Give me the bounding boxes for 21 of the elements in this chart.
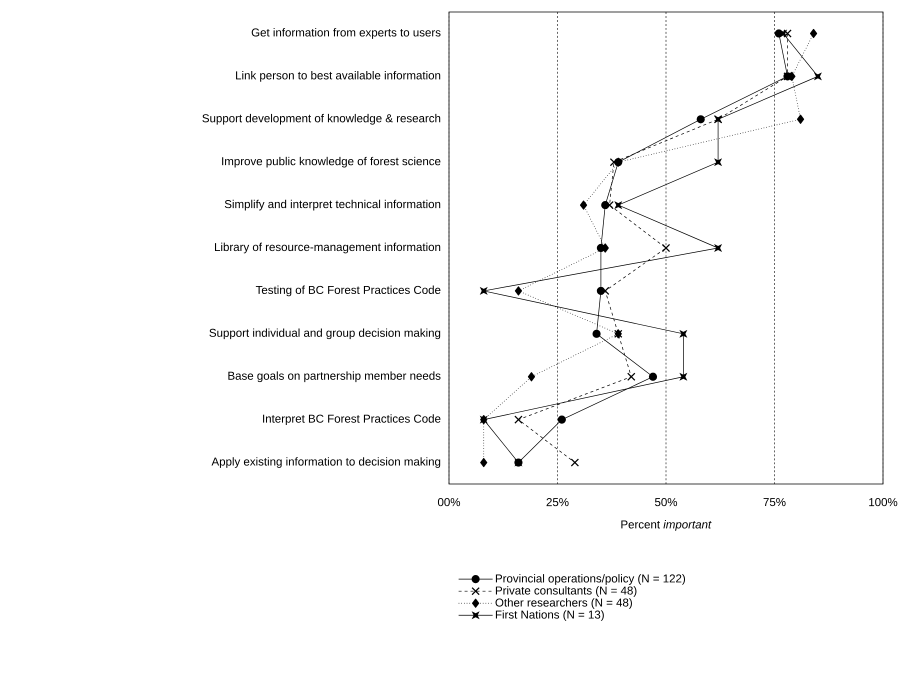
y-tick-label: Support individual and group decision making	[209, 328, 440, 340]
y-tick-label: Library of resource-management information	[214, 242, 440, 254]
x-tick-label: 100%	[869, 498, 898, 506]
legend-label: Private consultants (N = 48)	[496, 586, 636, 597]
x-tick-label: 75%	[764, 498, 786, 506]
y-tick-label: Interpret BC Forest Practices Code	[263, 414, 440, 426]
legend-label: First Nations (N = 13)	[496, 610, 604, 621]
x-tick-label: 50%	[654, 498, 678, 506]
y-tick-label: Base goals on partnership member needs	[228, 371, 441, 382]
y-tick-label: Testing of BC Forest Practices Code	[256, 286, 440, 296]
y-tick-label: Get information from experts to users	[252, 28, 441, 39]
x-tick-label: 00%	[438, 498, 460, 506]
y-tick-label: Simplify and interpret technical information	[224, 200, 440, 210]
y-tick-label: Support development of knowledge & research	[202, 114, 440, 125]
legend-label: Other researchers (N = 48)	[496, 598, 632, 609]
x-tick-label: 25%	[546, 498, 569, 506]
x-axis-title: Percent important	[621, 520, 712, 531]
y-tick-label: Link person to best available information	[236, 71, 440, 82]
y-tick-label: Apply existing information to decision making	[212, 457, 440, 468]
y-tick-label: Improve public knowledge of forest science	[222, 156, 440, 168]
legend-label: Provincial operations/policy (N = 122)	[496, 574, 686, 585]
